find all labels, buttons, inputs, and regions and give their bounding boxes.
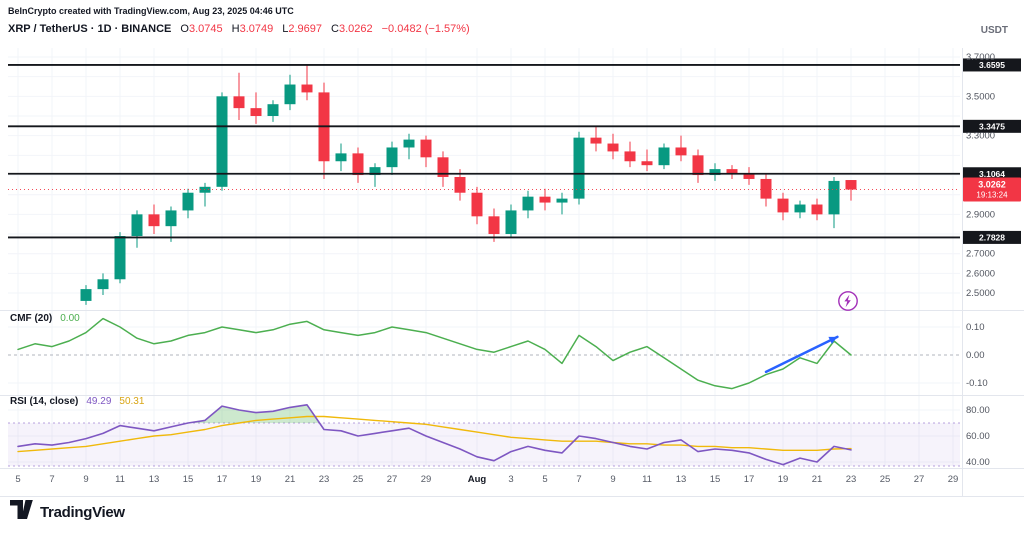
low-label: L [282,23,289,35]
cmf-label: CMF (20) [10,313,53,324]
svg-text:60.00: 60.00 [966,431,990,442]
quote-currency-label: USDT [980,25,1008,36]
svg-text:7: 7 [49,474,54,485]
svg-text:11: 11 [642,474,652,485]
rsi-value: 49.29 [86,396,112,407]
svg-text:5: 5 [15,474,20,485]
svg-text:3.6595: 3.6595 [979,60,1005,70]
ohlc-high: H3.0749 [232,23,274,35]
svg-text:3.1064: 3.1064 [979,169,1005,179]
svg-text:9: 9 [83,474,88,485]
high-value: 3.0749 [239,23,274,35]
open-value: 3.0745 [188,23,223,35]
rsi-legend[interactable]: RSI (14, close) 49.29 50.31 [10,396,144,407]
svg-text:3.7000: 3.7000 [966,52,995,63]
svg-text:2.7000: 2.7000 [966,249,995,260]
svg-text:3.3475: 3.3475 [979,121,1005,131]
svg-text:29: 29 [421,474,432,485]
svg-text:80.00: 80.00 [966,405,990,416]
boost-lightning-icon[interactable] [837,290,859,312]
svg-text:23: 23 [319,474,330,485]
svg-text:11: 11 [115,474,125,485]
svg-text:7: 7 [576,474,581,485]
attribution-text: BeInCrypto created with TradingView.com,… [8,6,294,16]
ohlc-low: L2.9697 [282,23,322,35]
svg-text:13: 13 [676,474,687,485]
svg-text:0.10: 0.10 [966,322,985,333]
cmf-value: 0.00 [60,313,80,324]
tradingview-logo-icon [10,500,34,525]
price-axis[interactable] [962,48,1024,496]
time-axis[interactable] [0,469,962,495]
svg-text:3.3000: 3.3000 [966,131,995,142]
svg-text:17: 17 [217,474,228,485]
high-label: H [231,23,240,35]
svg-text:21: 21 [812,474,823,485]
svg-text:2.5000: 2.5000 [966,288,995,299]
svg-text:27: 27 [387,474,398,485]
svg-text:29: 29 [948,474,959,485]
lightning-bolt-icon [838,291,858,311]
close-label: C [331,23,339,35]
close-value: 3.0262 [338,23,373,35]
rsi-ma-value: 50.31 [119,396,145,407]
rsi-label: RSI (14, close) [10,396,79,407]
symbol-title[interactable]: XRP / TetherUS · 1D · BINANCE [8,23,172,35]
svg-text:15: 15 [183,474,194,485]
svg-text:13: 13 [149,474,160,485]
ohlc-open: O3.0745 [180,23,222,35]
svg-text:23: 23 [846,474,857,485]
svg-text:19:13:24: 19:13:24 [976,191,1008,200]
svg-text:0.00: 0.00 [966,350,985,361]
svg-text:5: 5 [542,474,547,485]
svg-text:17: 17 [744,474,755,485]
svg-text:-0.10: -0.10 [966,378,988,389]
low-value: 2.9697 [288,23,323,35]
svg-text:Aug: Aug [468,474,487,485]
ohlc-close: C3.0262 [331,23,373,35]
tradingview-logo[interactable]: TradingView [10,500,125,525]
cmf-legend[interactable]: CMF (20) 0.00 [10,313,80,324]
svg-text:2.9000: 2.9000 [966,209,995,220]
svg-text:2.7828: 2.7828 [979,232,1005,242]
svg-text:3: 3 [508,474,513,485]
svg-text:25: 25 [353,474,364,485]
svg-text:9: 9 [610,474,615,485]
main-legend: XRP / TetherUS · 1D · BINANCE O3.0745 H3… [8,23,470,35]
svg-text:3.5000: 3.5000 [966,91,995,102]
svg-text:25: 25 [880,474,891,485]
svg-text:27: 27 [914,474,925,485]
svg-text:19: 19 [251,474,262,485]
svg-text:2.6000: 2.6000 [966,268,995,279]
svg-text:3.0262: 3.0262 [978,180,1006,190]
svg-text:19: 19 [778,474,789,485]
svg-text:21: 21 [285,474,296,485]
svg-text:15: 15 [710,474,721,485]
tradingview-logo-text: TradingView [40,504,125,521]
svg-text:40.00: 40.00 [966,457,990,468]
open-label: O [180,23,189,35]
change-value: −0.0482 (−1.57%) [381,23,470,35]
